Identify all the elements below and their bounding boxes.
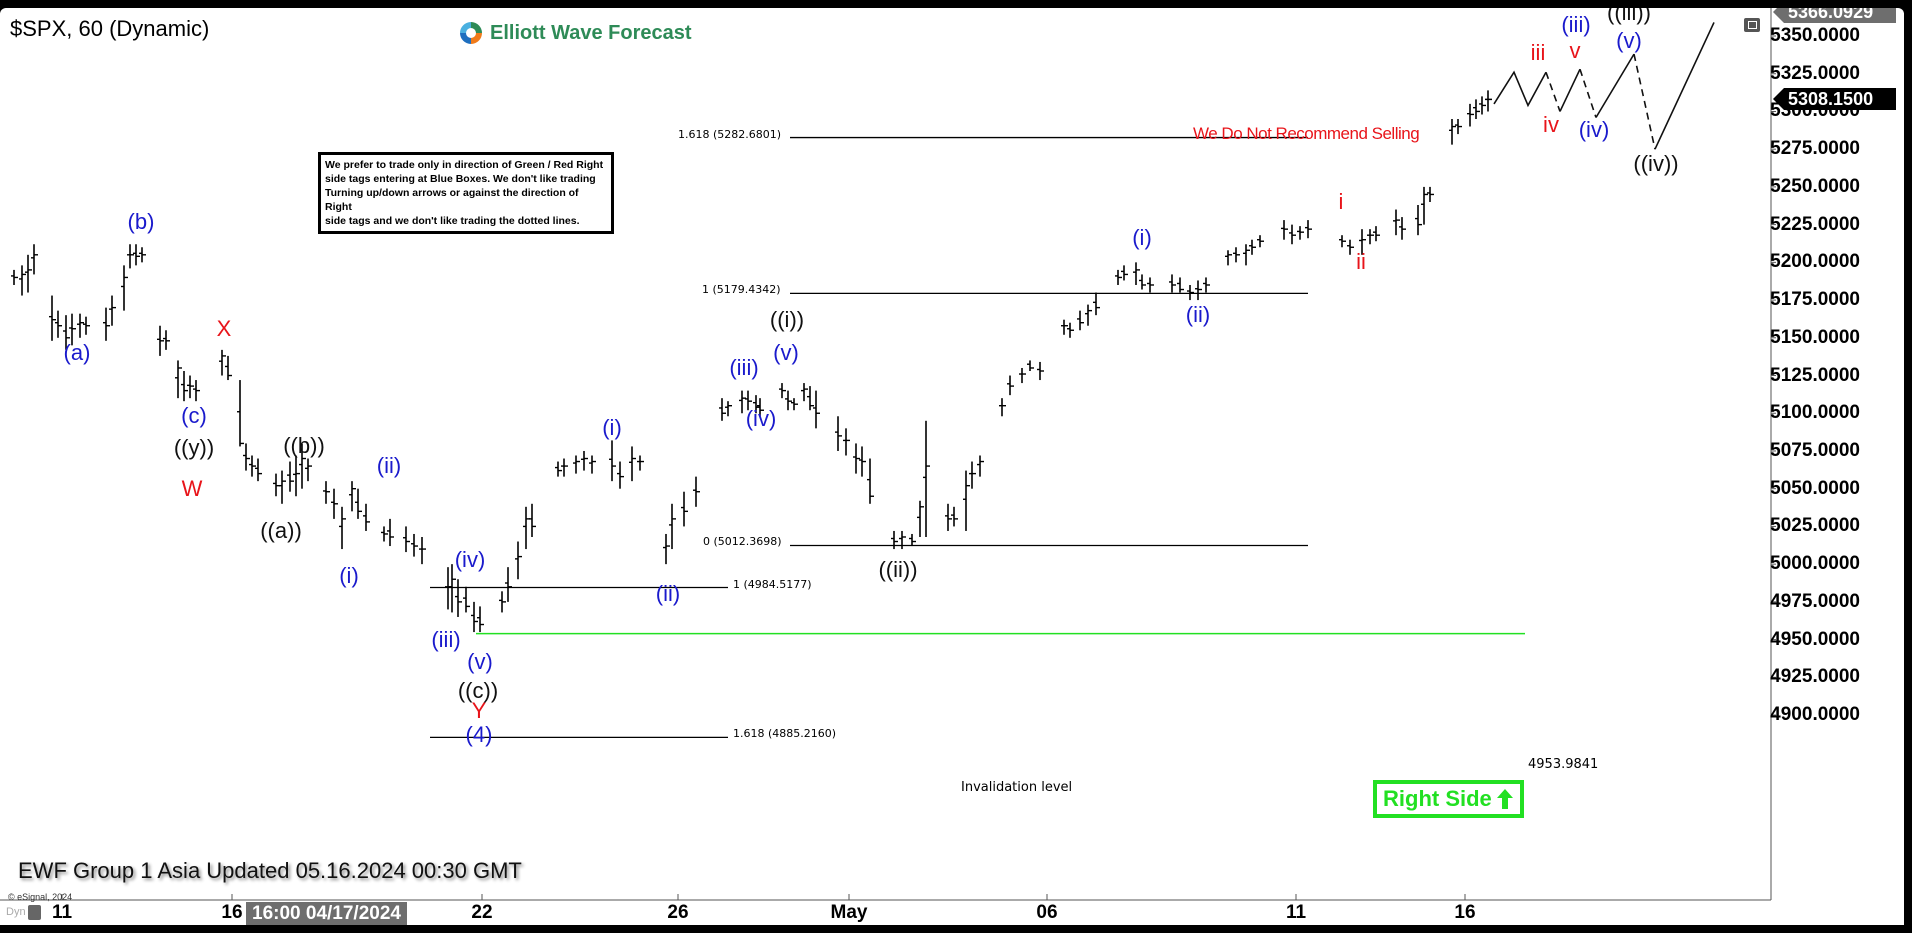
brand-logo: Elliott Wave Forecast — [458, 20, 692, 46]
wave-label: v — [1569, 38, 1581, 64]
date-tick-label: 11 — [1285, 902, 1307, 923]
fib-level-label: 1.618 (5282.6801) — [678, 127, 782, 141]
ohlc-bars — [11, 90, 1492, 633]
price-tick-label: 4900.0000 — [1770, 704, 1860, 726]
wave-label: ((iv)) — [1633, 151, 1679, 177]
wave-label: Y — [471, 697, 487, 723]
date-tick-label: 16 — [221, 902, 243, 923]
price-chart[interactable] — [0, 8, 1904, 925]
time-axis[interactable]: Dyn 11 16 22 26 May 06 11 16 16:00 04/17/2024 — [0, 902, 1904, 925]
copyright-text: © eSignal, 2024 — [8, 892, 73, 902]
notice-line: side tags and we don't like trading the … — [325, 215, 580, 227]
wave-label: ((iii)) — [1607, 8, 1651, 26]
wave-label: (iii) — [431, 626, 461, 652]
wave-label: (ii) — [655, 581, 681, 607]
wave-label: (c) — [181, 403, 207, 429]
wave-label: (i) — [339, 563, 359, 589]
wave-label: (iii) — [729, 354, 759, 380]
wave-label: (i) — [602, 415, 622, 441]
price-tick-label: 5100.0000 — [1770, 402, 1860, 424]
price-tick-label: 5125.0000 — [1770, 364, 1860, 386]
wave-label: (iv) — [745, 406, 777, 432]
price-tick-label: 4925.0000 — [1770, 666, 1860, 688]
recommendation-text: We Do Not Recommend Selling — [1193, 124, 1420, 143]
wave-label: ii — [1356, 249, 1366, 275]
fibonacci-levels — [430, 136, 1525, 739]
wave-label: i — [1338, 188, 1344, 214]
wave-label: ((y)) — [173, 434, 215, 460]
right-side-tag: Right Side — [1373, 780, 1524, 818]
notice-line: Turning up/down arrows or against the di… — [325, 187, 579, 213]
price-tick-label: 5200.0000 — [1770, 251, 1860, 273]
wave-label: iv — [1543, 112, 1559, 138]
update-timestamp: EWF Group 1 Asia Updated 05.16.2024 00:3… — [18, 858, 522, 883]
date-tick-label: 22 — [471, 902, 493, 923]
wave-label: ((c)) — [457, 677, 499, 703]
chart-window: $SPX, 60 (Dynamic) Elliott Wave Forecast… — [0, 8, 1904, 925]
wave-projection-path — [1493, 22, 1715, 150]
price-tick-label: 4950.0000 — [1770, 628, 1860, 650]
wave-label: ((a)) — [260, 517, 302, 543]
lock-icon[interactable] — [28, 905, 41, 920]
elliott-wave-logo-icon — [460, 22, 482, 44]
wave-label: (ii) — [1185, 302, 1211, 328]
price-tick-label: 5250.0000 — [1770, 175, 1860, 197]
price-tick-label: 5025.0000 — [1770, 515, 1860, 537]
price-tick-label: 4975.0000 — [1770, 590, 1860, 612]
wave-label: ((ii)) — [878, 557, 918, 583]
wave-label: (v) — [467, 649, 493, 675]
date-tick-label: 11 — [51, 902, 73, 923]
price-tick-label: 5175.0000 — [1770, 289, 1860, 311]
price-tick-label: 5150.0000 — [1770, 326, 1860, 348]
window-restore-icon[interactable] — [1744, 18, 1760, 32]
price-tick-label: 5000.0000 — [1770, 553, 1860, 575]
dynamic-label: Dyn — [6, 906, 26, 918]
wave-label: W — [181, 475, 203, 501]
notice-line: We prefer to trade only in direction of … — [325, 159, 604, 171]
price-tag: 5308.1500 — [1773, 88, 1896, 111]
notice-line: side tags entering at Blue Boxes. We don… — [325, 173, 596, 185]
trading-notice-box: We prefer to trade only in direction of … — [318, 152, 614, 234]
invalidation-label: Invalidation level — [961, 780, 1073, 795]
wave-label: (b) — [127, 208, 155, 234]
arrow-up-icon — [1496, 789, 1513, 809]
cursor-date: 16:00 04/17/2024 — [246, 902, 407, 925]
axis-ticks — [61, 35, 1776, 900]
price-tick-label: 5275.0000 — [1770, 138, 1860, 160]
wave-label: (a) — [63, 339, 91, 365]
fib-level-label: 1 (4984.5177) — [733, 577, 812, 591]
wave-label: (v) — [773, 339, 799, 365]
price-tick-label: 5325.0000 — [1770, 62, 1860, 84]
wave-label: (ii) — [376, 453, 402, 479]
price-tick-label: 5350.0000 — [1770, 25, 1860, 46]
invalidation-value: 4953.9841 — [1528, 757, 1599, 772]
fib-level-label: 1.618 (4885.2160) — [733, 727, 837, 741]
price-tick-label: 5225.0000 — [1770, 213, 1860, 235]
wave-label: (4) — [465, 721, 493, 747]
brand-name: Elliott Wave Forecast — [490, 21, 692, 44]
fib-level-label: 0 (5012.3698) — [703, 535, 782, 549]
chart-title: $SPX, 60 (Dynamic) — [10, 16, 210, 41]
date-tick-label: 26 — [667, 902, 689, 923]
date-tick-label: 16 — [1454, 902, 1476, 923]
wave-label: (iv) — [454, 546, 486, 572]
wave-label: (iv) — [1578, 116, 1610, 142]
price-tag: 5366.0929 — [1773, 8, 1896, 23]
wave-label: iii — [1530, 39, 1546, 65]
wave-label: (v) — [1616, 27, 1642, 53]
price-tick-label: 5075.0000 — [1770, 439, 1860, 461]
right-side-label: Right Side — [1383, 786, 1492, 811]
price-tick-label: 5050.0000 — [1770, 477, 1860, 499]
wave-label: (i) — [1132, 225, 1152, 251]
wave-label: X — [216, 315, 232, 341]
date-tick-label: May — [830, 902, 868, 923]
wave-label: ((i)) — [769, 306, 805, 332]
wave-label: (iii) — [1561, 12, 1591, 38]
date-tick-label: 06 — [1036, 902, 1058, 923]
wave-label: ((b)) — [283, 433, 325, 459]
fib-level-label: 1 (5179.4342) — [702, 283, 781, 297]
